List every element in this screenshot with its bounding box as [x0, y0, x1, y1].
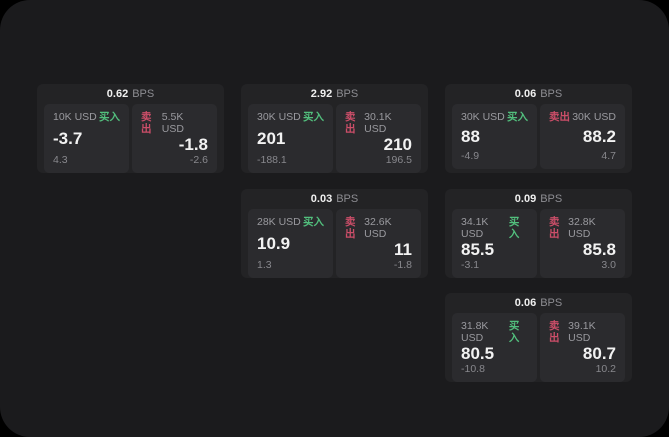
- bps-value: 2.92: [310, 88, 333, 100]
- sell-price: 210: [383, 135, 412, 154]
- bps-value: 0.62: [106, 88, 129, 100]
- sell-price: 88.2: [582, 127, 616, 146]
- buy-price: 80.5: [461, 344, 495, 363]
- sell-button[interactable]: 卖出: [549, 111, 570, 123]
- sell-quote-tile[interactable]: 卖出 30.1K USD 210 196.5: [336, 104, 421, 173]
- bps-header: 0.62 BPS: [44, 84, 217, 104]
- buy-notional-amount: 30K USD: [257, 111, 301, 123]
- buy-quote-tile[interactable]: 30K USD 买入 201 -188.1: [248, 104, 333, 173]
- sell-quote-tile[interactable]: 卖出 32.8K USD 85.8 3.0: [540, 209, 625, 278]
- bps-unit-label: BPS: [540, 297, 563, 309]
- buy-notional-amount: 28K USD: [257, 216, 301, 228]
- quote-card: 0.09 BPS 34.1K USD 买入 85.5 -3.1 卖出 32.8K…: [445, 189, 632, 278]
- sell-button[interactable]: 卖出: [549, 216, 560, 240]
- buy-button[interactable]: 买入: [508, 320, 520, 344]
- bps-unit-label: BPS: [336, 88, 359, 100]
- buy-button[interactable]: 买入: [303, 216, 324, 228]
- sell-quote-tile[interactable]: 卖出 5.5K USD -1.8 -2.6: [132, 104, 217, 173]
- quote-card: 0.03 BPS 28K USD 买入 10.9 1.3 卖出 32.6K US…: [241, 189, 428, 278]
- buy-price: 88: [461, 127, 480, 146]
- quote-card: 0.62 BPS 10K USD 买入 -3.7 4.3 卖出 5.5K USD…: [37, 84, 224, 173]
- bps-unit-label: BPS: [540, 193, 563, 205]
- sell-change: -2.6: [189, 154, 208, 166]
- sell-change: 196.5: [385, 154, 412, 166]
- bps-value: 0.03: [310, 193, 333, 205]
- buy-button[interactable]: 买入: [507, 111, 528, 123]
- bps-header: 0.09 BPS: [452, 189, 625, 209]
- sell-price: 80.7: [582, 344, 616, 363]
- bps-unit-label: BPS: [540, 88, 563, 100]
- sell-notional-amount: 30.1K USD: [364, 111, 392, 135]
- buy-notional-amount: 31.8K USD: [461, 320, 489, 344]
- buy-quote-tile[interactable]: 31.8K USD 买入 80.5 -10.8: [452, 313, 537, 382]
- bps-header: 2.92 BPS: [248, 84, 421, 104]
- bps-unit-label: BPS: [132, 88, 155, 100]
- sell-button[interactable]: 卖出: [549, 320, 560, 344]
- sell-notional-amount: 5.5K USD: [161, 111, 184, 135]
- sell-change: 4.7: [601, 150, 616, 162]
- quote-card: 0.06 BPS 31.8K USD 买入 80.5 -10.8 卖出 39.1…: [445, 293, 632, 382]
- sell-quote-tile[interactable]: 卖出 39.1K USD 80.7 10.2: [540, 313, 625, 382]
- buy-quote-tile[interactable]: 34.1K USD 买入 85.5 -3.1: [452, 209, 537, 278]
- bps-value: 0.06: [514, 297, 537, 309]
- sell-button[interactable]: 卖出: [141, 111, 152, 135]
- bps-unit-label: BPS: [336, 193, 359, 205]
- bps-value: 0.09: [514, 193, 537, 205]
- sell-price: 11: [394, 240, 412, 259]
- bps-value: 0.06: [514, 88, 537, 100]
- buy-change: -188.1: [257, 154, 287, 166]
- bps-header: 0.06 BPS: [452, 84, 625, 104]
- sell-price: -1.8: [178, 135, 208, 154]
- buy-change: 1.3: [257, 259, 272, 271]
- sell-notional-amount: 32.6K USD: [364, 216, 392, 240]
- buy-notional-amount: 34.1K USD: [461, 216, 489, 240]
- buy-change: -3.1: [461, 259, 480, 271]
- buy-button[interactable]: 买入: [99, 111, 120, 123]
- quote-card: 2.92 BPS 30K USD 买入 201 -188.1 卖出 30.1K …: [241, 84, 428, 173]
- sell-notional-amount: 30K USD: [572, 111, 616, 123]
- quote-card: 0.06 BPS 30K USD 买入 88 -4.9 卖出 30K USD 8…: [445, 84, 632, 173]
- sell-quote-tile[interactable]: 卖出 32.6K USD 11 -1.8: [336, 209, 421, 278]
- sell-change: 3.0: [601, 259, 616, 271]
- buy-quote-tile[interactable]: 10K USD 买入 -3.7 4.3: [44, 104, 129, 173]
- buy-notional-amount: 30K USD: [461, 111, 505, 123]
- sell-button[interactable]: 卖出: [345, 111, 356, 135]
- buy-change: -10.8: [461, 363, 485, 375]
- buy-button[interactable]: 买入: [303, 111, 324, 123]
- buy-price: 10.9: [257, 234, 291, 253]
- bps-header: 0.06 BPS: [452, 293, 625, 313]
- sell-button[interactable]: 卖出: [345, 216, 356, 240]
- sell-change: -1.8: [393, 259, 412, 271]
- buy-change: 4.3: [53, 154, 68, 166]
- buy-quote-tile[interactable]: 28K USD 买入 10.9 1.3: [248, 209, 333, 278]
- buy-button[interactable]: 买入: [508, 216, 520, 240]
- buy-price: 85.5: [461, 240, 495, 259]
- bps-header: 0.03 BPS: [248, 189, 421, 209]
- buy-quote-tile[interactable]: 30K USD 买入 88 -4.9: [452, 104, 537, 169]
- sell-change: 10.2: [595, 363, 616, 375]
- buy-price: -3.7: [53, 129, 83, 148]
- buy-price: 201: [257, 129, 286, 148]
- buy-change: -4.9: [461, 150, 480, 162]
- sell-price: 85.8: [582, 240, 616, 259]
- sell-notional-amount: 32.8K USD: [568, 216, 596, 240]
- sell-quote-tile[interactable]: 卖出 30K USD 88.2 4.7: [540, 104, 625, 169]
- sell-notional-amount: 39.1K USD: [568, 320, 596, 344]
- buy-notional-amount: 10K USD: [53, 111, 97, 123]
